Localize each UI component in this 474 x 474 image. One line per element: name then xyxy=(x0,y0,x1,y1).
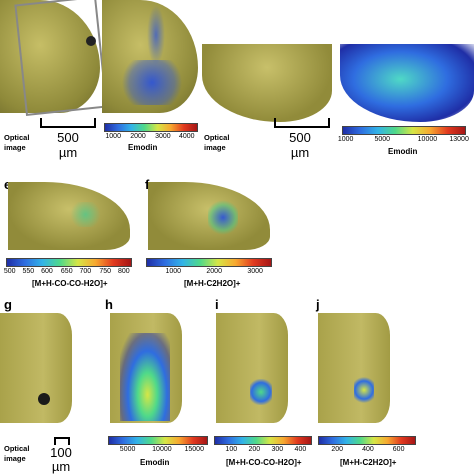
colorbar-ticks-f: 1000 2000 3000 xyxy=(165,268,263,275)
colorbar-e xyxy=(6,258,132,267)
colorbar-ticks-top-right: 1000 5000 10000 13000 xyxy=(337,136,469,143)
panel-label-h: h xyxy=(105,297,113,312)
ms-image-i xyxy=(216,313,288,423)
colorbar-name-e: [M+H-CO-CO-H2O]+ xyxy=(32,279,108,288)
colorbar-name-h: Emodin xyxy=(140,458,170,467)
ms-image-h xyxy=(110,313,182,423)
colorbar-ticks-i: 100 200 300 400 xyxy=(225,446,307,453)
colorbar-top-right xyxy=(342,126,466,135)
colorbar-name-i: [M+H-CO-CO-H2O]+ xyxy=(226,458,302,467)
optical-caption-bottom: Optical image xyxy=(4,444,30,463)
colorbar-name-top-left: Emodin xyxy=(128,143,158,152)
roi-box xyxy=(14,0,108,116)
optical-caption-top-right: Optical image xyxy=(204,133,230,152)
panel-label-g: g xyxy=(4,297,12,312)
colorbar-name-j: [M+H-C2H2O]+ xyxy=(340,458,397,467)
scale-label-bottom: 100 µm xyxy=(50,445,72,474)
colorbar-j xyxy=(318,436,416,445)
colorbar-ticks-top-left: 1000 2000 3000 4000 xyxy=(105,133,195,140)
panel-label-i: i xyxy=(215,297,219,312)
ms-image-f xyxy=(148,182,270,250)
colorbar-name-f: [M+H-C2H2O]+ xyxy=(184,279,241,288)
colorbar-name-top-right: Emodin xyxy=(388,147,418,156)
ms-image-emodin-top-left xyxy=(102,0,198,113)
scale-label-top-right: 500 µm xyxy=(289,130,311,160)
colorbar-ticks-e: 500 550 600 650 700 750 800 xyxy=(3,268,130,275)
optical-caption-top-left: Optical image xyxy=(4,133,30,152)
scale-bar-top-right xyxy=(274,118,330,128)
dark-spot xyxy=(86,36,96,46)
scale-bar-top-left xyxy=(40,118,96,128)
colorbar-ticks-h: 5000 10000 15000 xyxy=(119,446,204,453)
scale-label-top-left: 500 µm xyxy=(57,130,79,160)
ms-image-j xyxy=(318,313,390,423)
ms-image-e xyxy=(8,182,130,250)
ms-image-emodin-top-right xyxy=(340,44,474,122)
panel-label-j: j xyxy=(316,297,320,312)
colorbar-ticks-j: 200 400 600 xyxy=(331,446,405,453)
optical-image-leaf-g xyxy=(0,313,72,423)
scale-bar-bottom xyxy=(54,437,70,445)
colorbar-top-left xyxy=(104,123,198,132)
colorbar-h xyxy=(108,436,208,445)
colorbar-i xyxy=(214,436,312,445)
optical-image-leaf-top-right xyxy=(202,44,332,122)
panel-label-f: f xyxy=(145,177,149,192)
panel-label-e: e xyxy=(4,177,11,192)
colorbar-f xyxy=(146,258,272,267)
